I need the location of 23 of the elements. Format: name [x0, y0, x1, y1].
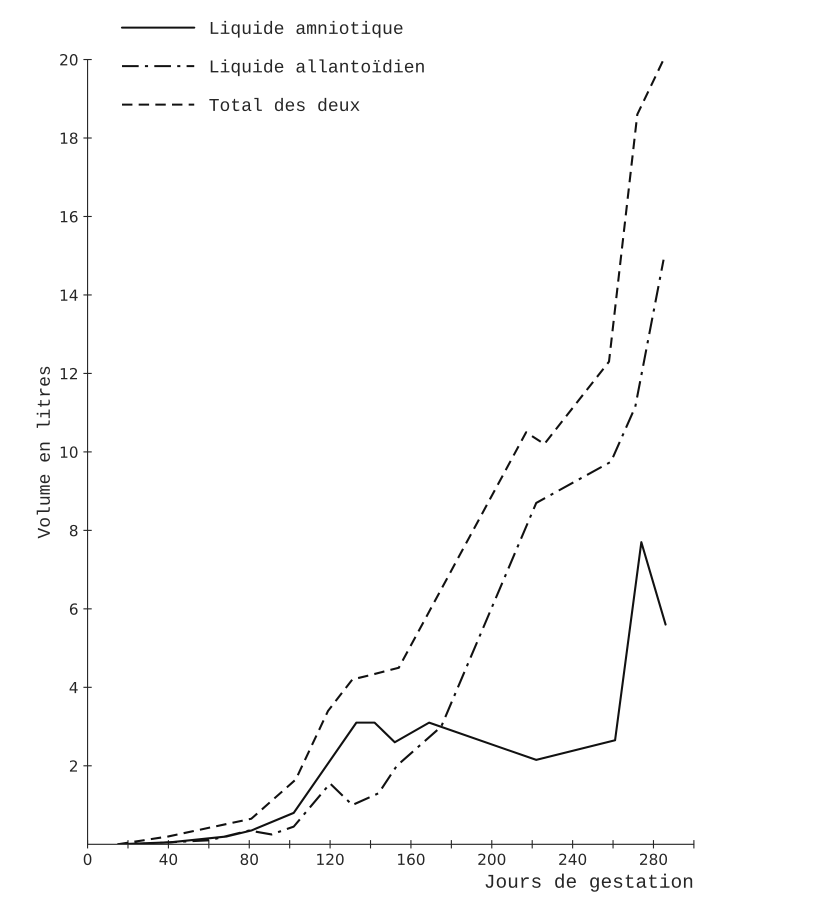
y-tick-label: 12 [60, 368, 78, 380]
x-tick-label: 80 [240, 854, 258, 866]
y-tick-label: 20 [60, 54, 78, 66]
x-tick-label: 0 [84, 854, 92, 866]
legend-label: Liquide allantoïdien [210, 59, 424, 76]
legend-label: Liquide amniotique [210, 20, 403, 38]
x-tick-label: 40 [159, 854, 178, 866]
x-axis-title: Jours de gestation [486, 874, 692, 892]
y-tick-label: 4 [70, 682, 78, 694]
x-tick-label: 200 [478, 854, 506, 866]
y-tick-label: 10 [60, 446, 78, 458]
x-tick-label: 120 [317, 854, 344, 866]
x-tick-label: 160 [398, 854, 425, 866]
y-tick-label: 6 [70, 603, 78, 615]
y-tick-label: 8 [70, 524, 78, 536]
x-tick-label: 240 [559, 854, 586, 866]
y-axis-title: Volume en litres [36, 366, 50, 539]
legend-label: Total des deux [209, 98, 360, 112]
y-tick-label: 2 [70, 760, 78, 772]
y-tick-label: 14 [60, 290, 78, 301]
x-tick-label: 280 [640, 854, 668, 866]
y-tick-label: 18 [60, 132, 78, 144]
y-tick-label: 16 [60, 210, 78, 222]
